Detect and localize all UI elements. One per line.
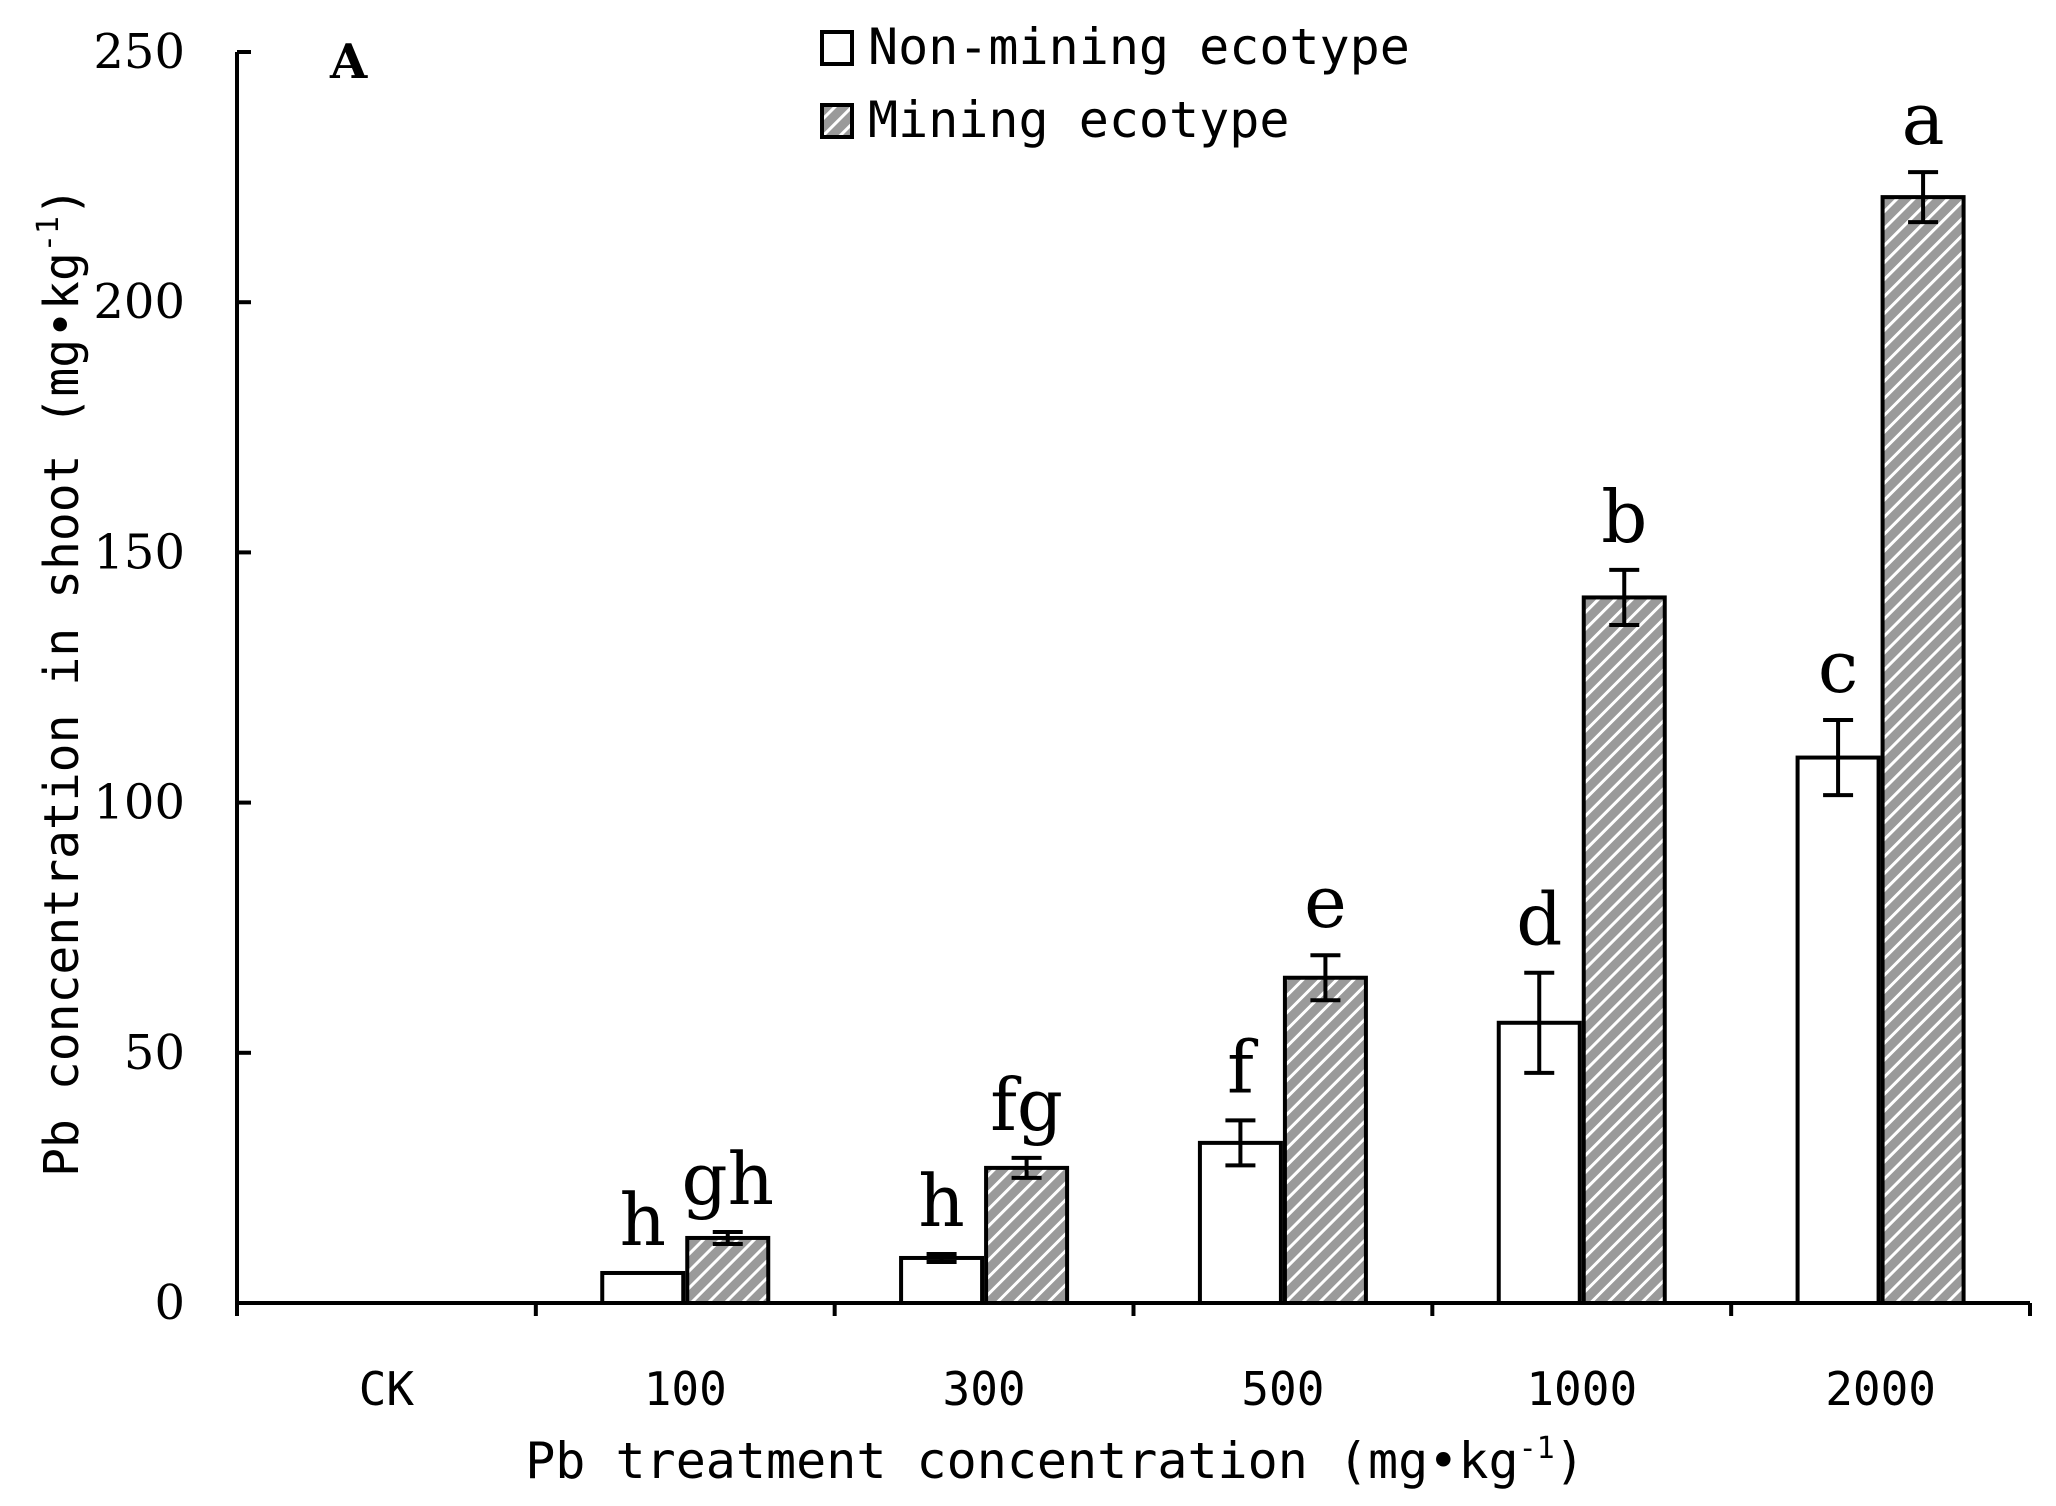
x-tick-label: 100 bbox=[644, 1362, 727, 1416]
significance-letter: d bbox=[1516, 878, 1562, 962]
significance-letter: b bbox=[1601, 475, 1647, 559]
significance-letter: e bbox=[1304, 860, 1347, 944]
significance-letter: h bbox=[918, 1159, 964, 1243]
bar-mining bbox=[1282, 975, 1368, 1305]
legend-swatch bbox=[820, 103, 854, 139]
y-tick-label: 0 bbox=[154, 1275, 185, 1331]
x-tick-label: CK bbox=[359, 1362, 415, 1416]
bar-mining bbox=[1581, 595, 1667, 1305]
y-axis-label: Pb concentration in shoot (mg•kg-1) bbox=[31, 187, 90, 1177]
bar-non-mining bbox=[1795, 755, 1881, 1305]
bar-mining bbox=[1880, 195, 1966, 1306]
bar-mining bbox=[685, 1235, 771, 1305]
panel-label: A bbox=[329, 34, 368, 90]
significance-letter: c bbox=[1818, 625, 1858, 709]
y-tick-label: 200 bbox=[93, 274, 185, 330]
significance-letter: fg bbox=[990, 1063, 1063, 1147]
y-tick-label: 100 bbox=[93, 775, 185, 831]
y-tick-label: 50 bbox=[124, 1025, 185, 1081]
legend-swatch bbox=[820, 30, 854, 66]
significance-letter: gh bbox=[682, 1137, 774, 1221]
x-tick-label: 2000 bbox=[1825, 1362, 1936, 1416]
legend-label: Non-mining ecotype bbox=[868, 18, 1410, 76]
bar-non-mining bbox=[899, 1255, 985, 1305]
x-tick-label: 300 bbox=[943, 1362, 1026, 1416]
bar-non-mining bbox=[600, 1270, 686, 1305]
y-tick-label: 250 bbox=[93, 24, 185, 80]
significance-letter: a bbox=[1902, 77, 1945, 161]
x-axis-label: Pb treatment concentration (mg•kg-1) bbox=[525, 1431, 1585, 1490]
x-tick-label: 1000 bbox=[1526, 1362, 1637, 1416]
legend-label: Mining ecotype bbox=[868, 91, 1289, 149]
bar-mining bbox=[984, 1165, 1070, 1305]
significance-letter: h bbox=[620, 1178, 666, 1262]
significance-letter: f bbox=[1227, 1025, 1258, 1109]
x-tick-label: 500 bbox=[1241, 1362, 1324, 1416]
y-tick-label: 150 bbox=[93, 524, 185, 580]
